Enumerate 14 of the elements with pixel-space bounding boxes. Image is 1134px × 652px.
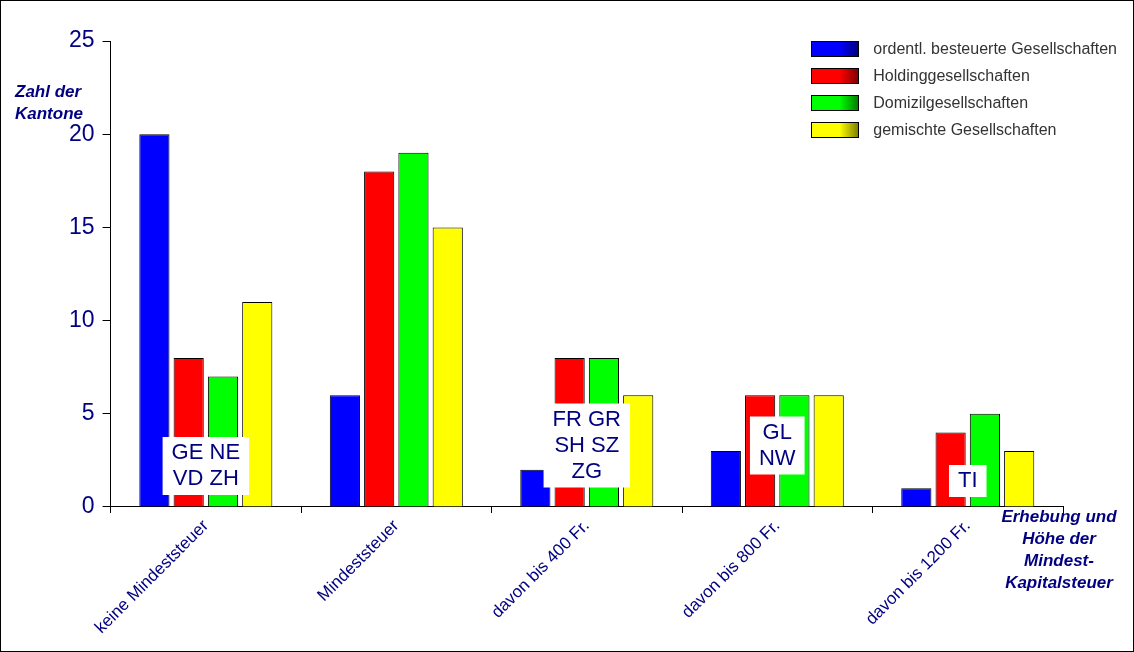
y-tick-label: 15 bbox=[68, 212, 95, 239]
legend-label: ordentl. besteuerte Gesellschaften bbox=[873, 39, 1117, 58]
y-tick-label: 10 bbox=[68, 305, 95, 332]
annotation: FR GR SH SZ ZG bbox=[552, 405, 622, 483]
annotation: TI bbox=[957, 466, 978, 492]
y-tick-label: 5 bbox=[81, 399, 95, 426]
annotation: GE NE VD ZH bbox=[171, 439, 241, 491]
y-tick-label: 0 bbox=[81, 492, 95, 519]
x-axis-title: Erhebung und Höhe der Mindest-Kapitalsteuer bbox=[1000, 506, 1118, 594]
legend-label: Holdinggesellschaften bbox=[873, 66, 1030, 85]
annotation: GL NW bbox=[758, 418, 796, 470]
y-tick-label: 25 bbox=[68, 26, 95, 53]
legend-label: Domizilgesellschaften bbox=[873, 93, 1029, 112]
legend-label: gemischte Gesellschaften bbox=[873, 120, 1057, 139]
